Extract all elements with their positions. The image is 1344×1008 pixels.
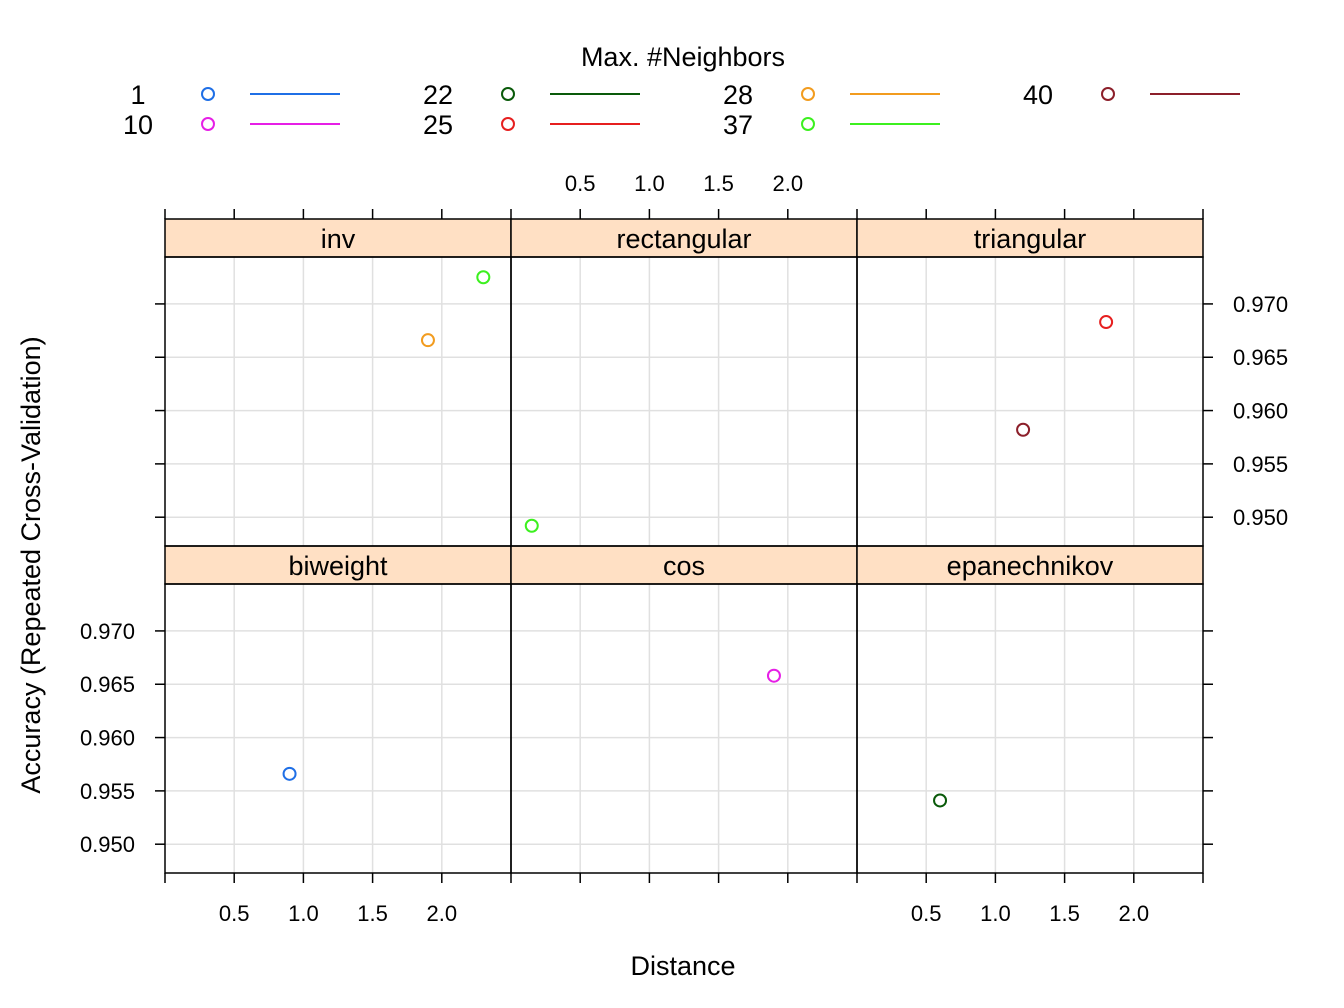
y-tick-label: 0.965 [80, 672, 135, 697]
legend-label: 28 [723, 80, 753, 110]
panel-strip-label: inv [321, 224, 356, 254]
panel-frame [510, 583, 858, 874]
x-tick-label: 1.0 [634, 171, 665, 196]
data-point [524, 518, 539, 533]
x-tick-label: 1.5 [703, 171, 734, 196]
data-point [476, 270, 491, 285]
data-point [1016, 422, 1031, 437]
panel-strip-label: biweight [288, 551, 388, 581]
legend-label: 10 [123, 110, 153, 140]
legend-title: Max. #Neighbors [581, 42, 785, 72]
panel-strip [856, 218, 1204, 258]
data-point [766, 668, 781, 683]
y-tick-label: 0.965 [1233, 345, 1288, 370]
panel-frames [164, 256, 1204, 874]
legend-marker [501, 87, 515, 101]
panel-frame [856, 256, 1204, 547]
panel-strip-label: epanechnikov [947, 551, 1114, 581]
legend-marker [201, 117, 215, 131]
legend-marker [201, 87, 215, 101]
y-tick-label: 0.960 [1233, 399, 1288, 424]
y-tick-label: 0.955 [1233, 452, 1288, 477]
legend-marker [501, 117, 515, 131]
panel-strip-label: rectangular [616, 224, 751, 254]
y-tick-label: 0.955 [80, 779, 135, 804]
x-tick-label: 2.0 [1119, 901, 1150, 926]
x-tick-label: 2.0 [773, 171, 804, 196]
x-tick-label: 1.5 [357, 901, 388, 926]
panel-strip-label: cos [663, 551, 705, 581]
data-point [282, 766, 297, 781]
x-tick-label: 1.0 [288, 901, 319, 926]
y-axis-label: Accuracy (Repeated Cross-Validation) [16, 336, 46, 793]
data-point [933, 793, 948, 808]
axes: 0.5 1.0 1.5 2.0 0.5 1.0 1.5 2.0 0.5 1.0 1.5 2.0 0.95… [80, 171, 1288, 926]
panel-frame [164, 256, 512, 547]
legend-label: 22 [423, 80, 453, 110]
legend-marker [801, 117, 815, 131]
y-tick-label: 0.970 [1233, 292, 1288, 317]
y-tick-label: 0.970 [80, 619, 135, 644]
x-tick-label: 2.0 [427, 901, 458, 926]
panel-strip [510, 545, 858, 585]
y-tick-label: 0.950 [1233, 505, 1288, 530]
legend-label: 40 [1023, 80, 1053, 110]
panel-strip [856, 545, 1204, 585]
panel-strip [164, 545, 512, 585]
x-tick-label: 1.5 [1049, 901, 1080, 926]
x-tick-label: 0.5 [911, 901, 942, 926]
y-tick-label: 0.960 [80, 726, 135, 751]
legend-label: 37 [723, 110, 753, 140]
data-point [1099, 315, 1114, 330]
legend-label: 25 [423, 110, 453, 140]
data-point [420, 333, 435, 348]
panel-frame [510, 256, 858, 547]
panel-strips: inv rectangular triangular biweight cos epane… [164, 218, 1204, 585]
legend-marker [1101, 87, 1115, 101]
data-points [282, 270, 1114, 808]
panel-strip [164, 218, 512, 258]
x-tick-label: 1.0 [980, 901, 1011, 926]
y-tick-label: 0.950 [80, 832, 135, 857]
panel-strip-label: triangular [974, 224, 1087, 254]
x-tick-label: 0.5 [565, 171, 596, 196]
legend-marker [801, 87, 815, 101]
grid-layer [165, 257, 1203, 873]
panel-frame [164, 583, 512, 874]
x-tick-label: 0.5 [219, 901, 250, 926]
legend-label: 1 [130, 80, 145, 110]
panel-frame [856, 583, 1204, 874]
x-axis-label: Distance [630, 951, 735, 981]
